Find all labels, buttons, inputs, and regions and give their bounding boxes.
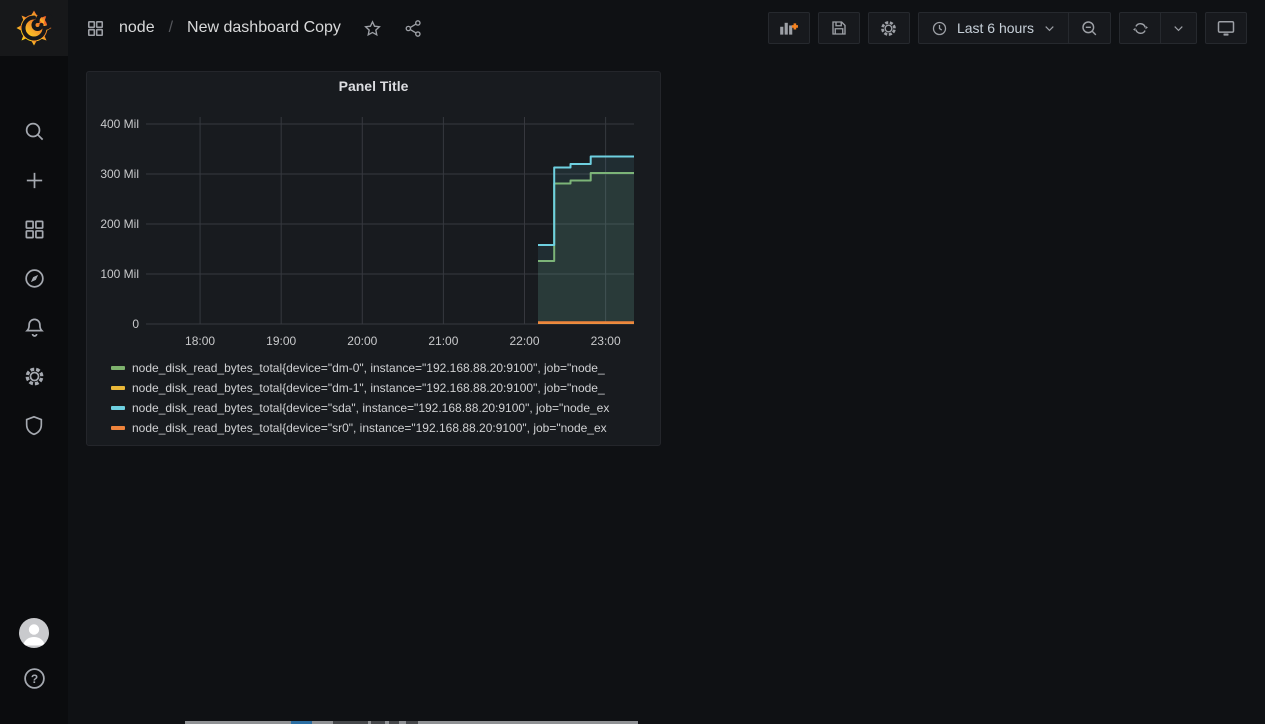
sidebar-item-configuration[interactable] [0,352,68,401]
user-avatar[interactable] [19,618,49,648]
refresh-button[interactable] [1119,12,1161,44]
dashboard-settings-button[interactable] [867,12,910,44]
sidebar: ? [0,0,68,724]
svg-text:0: 0 [132,317,139,331]
svg-text:22:00: 22:00 [509,334,539,348]
graph-panel: Panel Title 0 100 Mil 200 Mil 300 Mil 400 Mi… [86,71,661,446]
taskbar-dark-segment [333,721,368,724]
legend-label: node_disk_read_bytes_total{device="sr0",… [132,421,607,435]
gear-icon [25,367,43,386]
legend-item[interactable]: node_disk_read_bytes_total{device="sr0",… [111,418,660,438]
taskbar-dark-segment [406,721,418,724]
sidebar-item-create[interactable] [0,156,68,205]
apps-grid-icon [86,19,105,38]
svg-text:100 Mil: 100 Mil [100,267,139,281]
sidebar-item-explore[interactable] [0,254,68,303]
refresh-icon [1132,22,1148,34]
dashboards-icon [24,220,44,239]
breadcrumb-folder[interactable]: node [119,19,155,36]
chart-legend: node_disk_read_bytes_total{device="dm-0"… [87,358,660,438]
time-series-chart[interactable]: 0 100 Mil 200 Mil 300 Mil 400 Mil 18:00 19:00 2… [87,72,660,445]
svg-text:20:00: 20:00 [347,334,377,348]
svg-text:21:00: 21:00 [428,334,458,348]
svg-text:400 Mil: 400 Mil [100,117,139,131]
explore-compass-icon [24,269,44,288]
legend-swatch [111,406,125,410]
navbar-actions: Last 6 hours [767,12,1247,44]
time-range-label: Last 6 hours [956,20,1034,36]
svg-text:300 Mil: 300 Mil [100,167,139,181]
legend-label: node_disk_read_bytes_total{device="sda",… [132,401,610,415]
save-dashboard-button[interactable] [817,12,860,44]
save-icon [832,21,846,35]
svg-text:?: ? [30,672,37,686]
legend-item[interactable]: node_disk_read_bytes_total{device="sda",… [111,398,660,418]
sidebar-item-dashboards[interactable] [0,205,68,254]
add-panel-button[interactable] [767,12,810,44]
taskbar-sliver [185,721,638,724]
main-area: node / New dashboard Copy [68,0,1265,724]
legend-swatch [111,366,125,370]
navbar: node / New dashboard Copy [68,0,1265,56]
search-icon [25,122,43,141]
clock-icon [932,21,947,35]
zoom-out-icon [1082,20,1097,35]
legend-swatch [111,386,125,390]
legend-swatch [111,426,125,430]
chevron-down-icon [1045,25,1054,31]
help-question-icon: ? [23,668,45,689]
person-icon [23,624,45,646]
time-picker-button[interactable]: Last 6 hours [917,12,1069,44]
taskbar-dark-segment [389,721,399,724]
breadcrumb: node / New dashboard Copy [86,19,423,38]
star-dashboard-button[interactable] [363,19,382,38]
share-icon [405,19,421,37]
cycle-view-mode-button[interactable] [1205,12,1247,44]
help-button[interactable]: ? [22,666,47,696]
chevron-down-icon [1174,25,1183,31]
add-panel-icon [780,22,799,35]
sidebar-item-search[interactable] [0,107,68,156]
breadcrumb-separator: / [168,19,174,36]
dashboard-canvas: Panel Title 0 100 Mil 200 Mil 300 Mil 400 Mi… [68,56,1265,724]
legend-label: node_disk_read_bytes_total{device="dm-1"… [132,381,605,395]
refresh-interval-dropdown[interactable] [1161,12,1197,44]
sidebar-bottom: ? [19,618,49,724]
svg-text:18:00: 18:00 [185,334,215,348]
dashboard-title[interactable]: New dashboard Copy [187,19,341,36]
tv-icon [1217,21,1235,36]
refresh-group [1119,12,1197,44]
taskbar-dark-segment [371,721,385,724]
sidebar-item-server-admin[interactable] [0,401,68,450]
svg-text:200 Mil: 200 Mil [100,217,139,231]
panel-title[interactable]: Panel Title [338,78,409,94]
grafana-flame-icon [16,10,53,46]
zoom-out-button[interactable] [1069,12,1111,44]
taskbar-accent-segment [291,721,312,724]
svg-text:19:00: 19:00 [266,334,296,348]
time-picker-group: Last 6 hours [917,12,1111,44]
gear-icon [881,20,897,36]
grafana-logo[interactable] [0,0,68,56]
plus-icon [26,172,42,189]
svg-text:23:00: 23:00 [591,334,621,348]
legend-item[interactable]: node_disk_read_bytes_total{device="dm-0"… [111,358,660,378]
alerting-bell-icon [24,318,44,337]
legend-item[interactable]: node_disk_read_bytes_total{device="dm-1"… [111,378,660,398]
share-dashboard-button[interactable] [404,19,423,38]
shield-icon [25,415,43,436]
legend-label: node_disk_read_bytes_total{device="dm-0"… [132,361,605,375]
sidebar-menu [0,107,68,450]
star-icon [364,19,381,36]
sidebar-item-alerting[interactable] [0,303,68,352]
